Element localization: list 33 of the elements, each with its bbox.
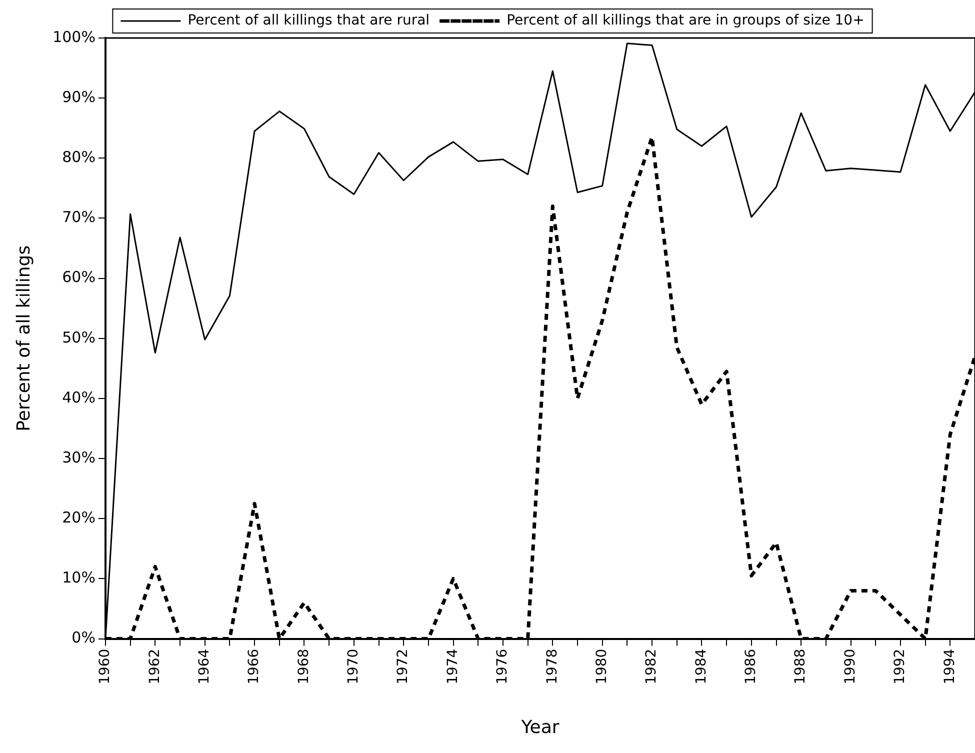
x-tick-label: 1962 [146, 648, 163, 684]
x-tick-label: 1980 [594, 648, 610, 684]
x-tick-label: 1970 [346, 648, 362, 684]
legend-label: Percent of all killings that are rural [188, 12, 430, 29]
y-tick-label: 70% [62, 208, 96, 226]
x-tick-label: 1990 [842, 648, 858, 684]
y-tick-label: 50% [62, 328, 96, 346]
x-tick-label: 1982 [644, 648, 660, 684]
x-tick-label: 1960 [97, 648, 114, 684]
y-tick-label: 10% [62, 568, 96, 587]
x-tick-label: 1978 [544, 648, 560, 684]
y-tick-label: 90% [62, 88, 96, 106]
x-tick-label: 1984 [693, 648, 710, 684]
x-tick-label: 1976 [494, 648, 511, 684]
x-tick-label: 1964 [196, 648, 212, 684]
y-tick-label: 0% [72, 628, 96, 647]
legend-label: Percent of all killings that are in groups of size 10+ [506, 12, 864, 29]
x-tick-label: 1966 [246, 648, 262, 684]
x-tick-label: 1986 [743, 648, 760, 684]
x-tick-label: 1972 [395, 648, 412, 684]
y-axis-title: Percent of all killings [13, 245, 34, 432]
x-tick-label: 1988 [792, 648, 809, 684]
y-tick-label: 30% [62, 448, 96, 466]
x-tick-label: 1968 [296, 648, 312, 684]
x-axis-title: Year [520, 716, 560, 738]
y-tick-label: 60% [62, 268, 96, 286]
y-tick-label: 40% [62, 388, 96, 406]
y-tick-label: 100% [52, 28, 96, 46]
x-tick-label: 1994 [942, 648, 958, 684]
y-tick-label: 80% [62, 148, 96, 166]
x-tick-label: 1974 [444, 648, 461, 684]
x-tick-label: 1992 [892, 648, 908, 684]
y-tick-label: 20% [62, 508, 96, 527]
